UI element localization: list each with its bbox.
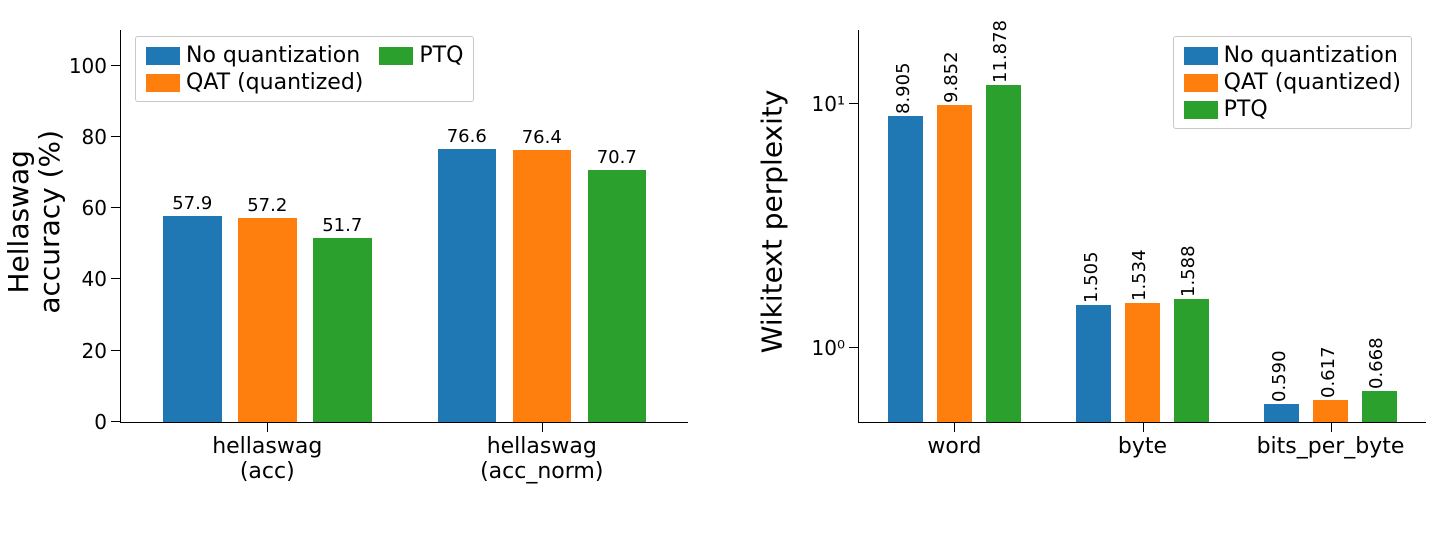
y-tick-label: 40	[82, 267, 121, 291]
bar-value-label: 1.588	[1178, 246, 1199, 298]
bar-value-label: 9.852	[941, 52, 962, 104]
legend-swatch-ptq	[1184, 101, 1218, 119]
bar-value-label: 76.6	[447, 126, 487, 147]
bar-value-label: 57.2	[247, 195, 287, 216]
bar-ptq: 11.878	[986, 85, 1021, 422]
bar-value-label: 57.9	[172, 193, 212, 214]
legend-label-qat: QAT (quantized)	[1224, 70, 1401, 95]
legend-entry-qat: QAT (quantized)	[1184, 70, 1401, 95]
legend-label-no_quant: No quantization	[186, 43, 360, 68]
y-tick-label: 60	[82, 196, 121, 220]
bar-qat: 76.4	[513, 150, 572, 422]
bar-qat: 57.2	[238, 218, 297, 422]
x-tick-label: hellaswag (acc)	[212, 422, 322, 485]
legend-label-no_quant: No quantization	[1224, 43, 1398, 68]
bar-value-label: 0.668	[1366, 338, 1387, 390]
x-tick-label: hellaswag (acc_norm)	[480, 422, 603, 485]
legend-entry-ptq: PTQ	[379, 43, 463, 68]
legend-swatch-ptq	[379, 47, 413, 65]
bar-ptq: 51.7	[313, 238, 372, 422]
bar-value-label: 76.4	[522, 127, 562, 148]
bar-value-label: 0.617	[1318, 346, 1339, 398]
bar-value-label: 8.905	[893, 62, 914, 114]
bar-no_quant: 1.505	[1076, 305, 1111, 422]
legend-swatch-qat	[146, 74, 180, 92]
legend-entry-no_quant: No quantization	[146, 43, 363, 68]
bar-value-label: 70.7	[597, 147, 637, 168]
legend-swatch-qat	[1184, 74, 1218, 92]
bar-no_quant: 8.905	[888, 116, 923, 422]
bar-qat: 0.617	[1313, 400, 1348, 422]
y-tick-label: 100	[69, 54, 121, 78]
left-y-axis-label: Hellaswag accuracy (%)	[10, 20, 60, 423]
figure: Hellaswag accuracy (%) No quantization PT…	[0, 0, 1456, 533]
right-legend: No quantizationQAT (quantized)PTQ	[1173, 36, 1412, 129]
x-tick-label: byte	[1118, 422, 1167, 459]
legend-swatch-no_quant	[1184, 47, 1218, 65]
legend-swatch-no_quant	[146, 47, 180, 65]
left-panel: Hellaswag accuracy (%) No quantization PT…	[10, 20, 708, 513]
x-tick-label: word	[927, 422, 981, 459]
bar-no_quant: 0.590	[1264, 404, 1299, 422]
right-panel: Wikitext perplexity No quantizationQAT (…	[748, 20, 1446, 513]
bar-ptq: 70.7	[588, 170, 647, 422]
legend-entry-no_quant: No quantization	[1184, 43, 1401, 68]
bar-ptq: 0.668	[1362, 391, 1397, 422]
right-y-axis-label: Wikitext perplexity	[748, 20, 798, 423]
left-y-axis-label-text: Hellaswag accuracy (%)	[4, 130, 66, 314]
legend-label-ptq: PTQ	[419, 43, 463, 68]
bar-value-label: 1.534	[1129, 249, 1150, 301]
y-tick-label: 10⁰	[812, 336, 859, 360]
right-y-axis-label-text: Wikitext perplexity	[758, 90, 789, 354]
legend-label-ptq: PTQ	[1224, 97, 1268, 122]
bar-no_quant: 76.6	[438, 149, 497, 422]
y-tick-label: 0	[94, 410, 121, 434]
x-tick-label: bits_per_byte	[1257, 422, 1405, 459]
y-tick-label: 80	[82, 125, 121, 149]
legend-entry-qat: QAT (quantized)	[146, 70, 363, 95]
left-legend: No quantization PTQ QAT (quantized)	[135, 36, 474, 102]
bar-qat: 9.852	[937, 105, 972, 422]
right-axes: No quantizationQAT (quantized)PTQ 10⁰10¹…	[858, 30, 1426, 423]
y-tick-label: 20	[82, 339, 121, 363]
bar-value-label: 0.590	[1269, 351, 1290, 403]
bar-qat: 1.534	[1125, 303, 1160, 422]
left-axes: No quantizationPTQQAT (quantized) 020406…	[120, 30, 688, 423]
y-tick-label: 10¹	[812, 92, 859, 116]
bar-value-label: 1.505	[1081, 251, 1102, 303]
bar-ptq: 1.588	[1174, 299, 1209, 422]
bar-value-label: 51.7	[322, 215, 362, 236]
legend-entry-ptq: PTQ	[1184, 97, 1401, 122]
legend-label-qat: QAT (quantized)	[186, 70, 363, 95]
bar-no_quant: 57.9	[163, 216, 222, 422]
bar-value-label: 11.878	[990, 20, 1011, 83]
